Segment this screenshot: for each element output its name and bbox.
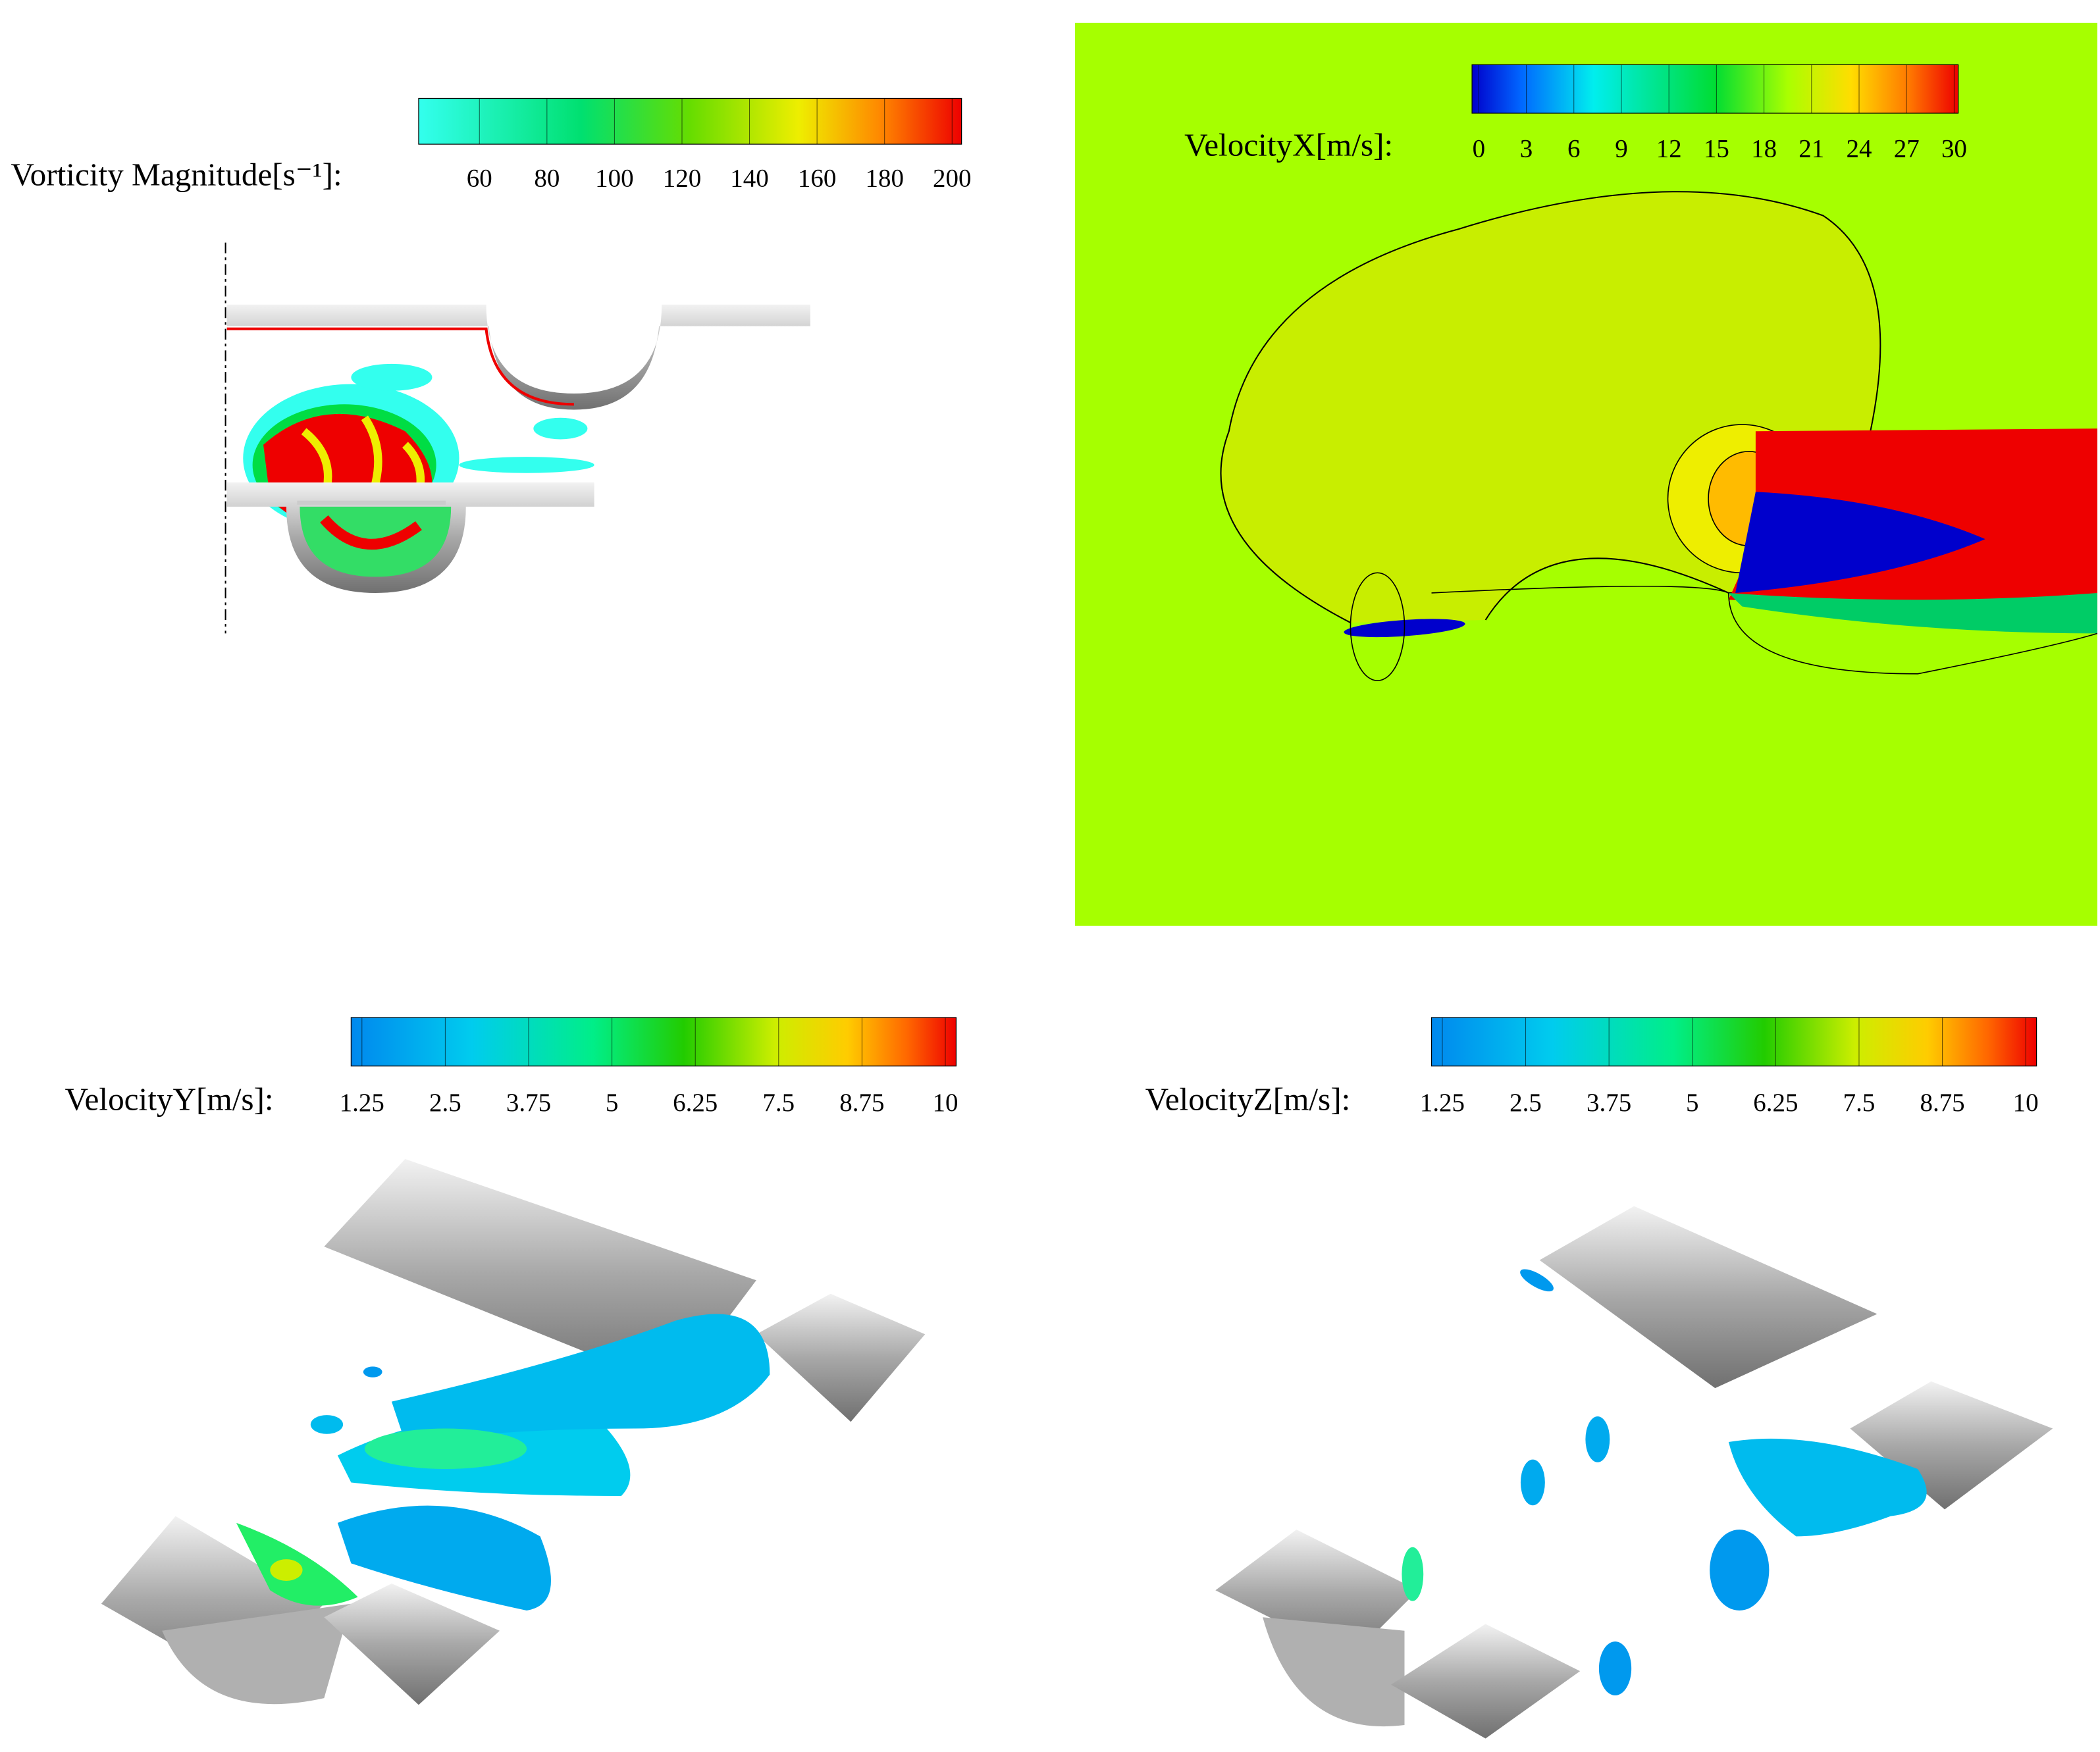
colorbar-tick-label: 1.25 — [1420, 1089, 1465, 1117]
colorbar-tick-label: 10 — [933, 1089, 958, 1117]
colorbar-tick-label: 5 — [1686, 1089, 1698, 1117]
colorbar-tick-label: 3 — [1520, 134, 1533, 163]
colorbar-tick-label: 30 — [1941, 134, 1967, 163]
colorbar-tick-label: 60 — [467, 164, 492, 192]
colorbar-tick-label: 9 — [1615, 134, 1627, 163]
colorbar-tick-label: 15 — [1704, 134, 1729, 163]
colorbar-tick-label: 180 — [865, 164, 903, 192]
wall-vorticity — [226, 327, 574, 406]
colorbar-tick-label: 2.5 — [1509, 1089, 1542, 1117]
colorbar-tick-label: 80 — [534, 164, 560, 192]
colorbar-tick-label: 3.75 — [506, 1089, 551, 1117]
colorbar-tick-label: 7.5 — [1843, 1089, 1876, 1117]
colorbar-tick-label: 7.5 — [762, 1089, 795, 1117]
colorbar-label: VelocityX[m/s]: — [1184, 127, 1393, 163]
colorbar-tick-label: 6 — [1567, 134, 1580, 163]
colorbars: Vorticity Magnitude[s⁻¹]: 60 80 100 120 140 16… — [11, 64, 2039, 1117]
colorbar-tick-label: 8.75 — [1920, 1089, 1964, 1117]
colorbar-label: Vorticity Magnitude[s⁻¹]: — [11, 157, 342, 193]
colorbar — [350, 1017, 957, 1067]
colorbar-tick-label: 1.25 — [340, 1089, 384, 1117]
colorbar-tick-label: 5 — [606, 1089, 618, 1117]
colorbar-tick-label: 6.25 — [673, 1089, 718, 1117]
colorbar-tick-label: 3.75 — [1587, 1089, 1631, 1117]
colorbar — [1431, 1017, 2037, 1067]
velocity-y-plot — [101, 1159, 926, 1705]
colorbar-tick-label: 200 — [933, 164, 971, 192]
colorbar-tick-label: 8.75 — [839, 1089, 884, 1117]
vorticity-plot — [224, 242, 810, 634]
colorbar-tick-label: 27 — [1894, 134, 1920, 163]
colorbar — [418, 97, 962, 145]
recirculation — [1735, 492, 1985, 593]
colorbar-tick-label: 160 — [798, 164, 836, 192]
colorbar-tick-label: 120 — [663, 164, 701, 192]
colorbar-tick-label: 18 — [1751, 134, 1777, 163]
velocity-x-plot — [1074, 22, 2098, 926]
colorbar-tick-label: 21 — [1798, 134, 1824, 163]
colorbar-tick-label: 2.5 — [429, 1089, 461, 1117]
colorbar-tick-label: 0 — [1473, 134, 1485, 163]
colorbar-tick-label: 140 — [730, 164, 768, 192]
colorbar-label: VelocityZ[m/s]: — [1145, 1081, 1351, 1117]
colorbar-tick-label: 24 — [1847, 134, 1872, 163]
colorbar-tick-label: 6.25 — [1753, 1089, 1798, 1117]
colorbar-tick-label: 100 — [595, 164, 633, 192]
colorbar-label: VelocityY[m/s]: — [65, 1081, 273, 1117]
velocity-z-plot — [1215, 1206, 2053, 1739]
colorbar-tick-label: 10 — [2013, 1089, 2039, 1117]
colorbar — [1471, 64, 1959, 114]
colorbar-tick-label: 12 — [1656, 134, 1682, 163]
